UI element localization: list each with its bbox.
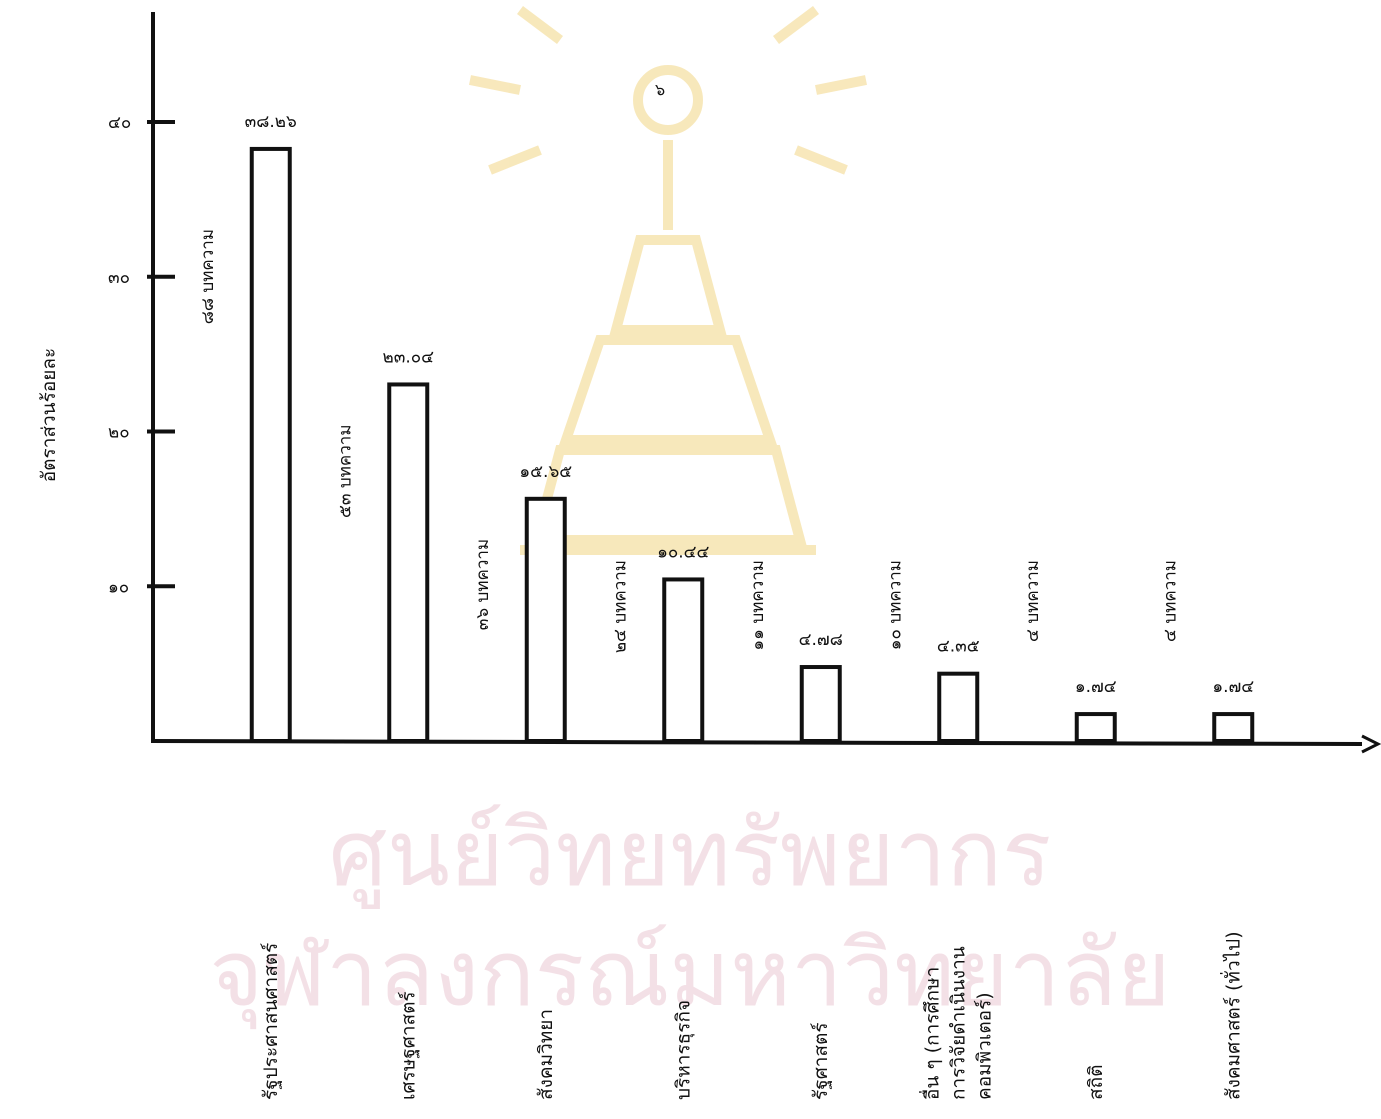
bar-value-label: ๒๓.๐๔ (383, 347, 435, 367)
bar (387, 382, 430, 743)
bar (662, 577, 705, 743)
bar-count-label: ๑๑ บทความ (748, 560, 768, 651)
watermark-line-2: จุฬาลงกรณ์มหาวิทยาลัย (209, 920, 1170, 1030)
bar-value-label: ๓๘.๒๖ (245, 112, 297, 132)
watermark: ศูนย์วิทยทรัพยากร จุฬาลงกรณ์มหาวิทยาลัย (209, 6, 1171, 1030)
bar-value-label: ๔.๓๕ (937, 637, 980, 657)
category-label: เศรษฐศาสตร์ (397, 991, 419, 1100)
bar-value-label: ๑.๗๔ (1075, 677, 1117, 697)
bar-count-label: ๒๔ บทความ (610, 560, 630, 653)
bar-value-label: ๔.๗๘ (799, 630, 843, 650)
y-tick-label: ๓๐ (108, 268, 130, 288)
category-label: สถิติ (1085, 1065, 1107, 1100)
watermark-line-1: ศูนย์วิทยทรัพยากร (329, 800, 1052, 909)
x-axis-arrow-icon (1361, 734, 1381, 754)
category-label: คอมพิวเตอร์) (973, 992, 995, 1100)
bar (1074, 712, 1117, 743)
bar (249, 146, 292, 743)
bar-count-label: ๕๓ บทความ (335, 424, 355, 518)
bar-count-label: ๔ บทความ (1160, 560, 1180, 642)
category-label: บริหารธุรกิจ (672, 1000, 695, 1100)
page-number: ๖ (655, 80, 665, 99)
bar-count-label: ๔ บทความ (1023, 560, 1043, 642)
bar-value-label: ๑.๗๔ (1212, 677, 1254, 697)
bars (249, 146, 1255, 744)
bar (937, 671, 980, 744)
x-axis-line (150, 739, 1363, 746)
bar (524, 496, 567, 743)
y-tick-label: ๒๐ (108, 423, 130, 443)
y-tick-label: ๑๐ (108, 577, 129, 597)
bar-value-label: ๑๐.๔๔ (657, 542, 709, 562)
category-label: รัฐศาสตร์ (810, 1022, 832, 1100)
bar (799, 665, 842, 743)
category-label: สังคมศาสตร์ (ทั่วไป) (1219, 931, 1244, 1100)
y-tick-label: ๔๐ (108, 113, 131, 133)
category-label: รัฐประศาสนศาสตร์ (260, 943, 282, 1100)
category-label: การวิจัยดำเนินงาน (947, 946, 969, 1100)
bar-count-label: ๓๖ บทความ (473, 539, 493, 630)
y-axis-title: อัตราส่วนร้อยละ (38, 348, 60, 482)
bar-value-label: ๑๕.๖๕ (519, 462, 572, 482)
category-labels: รัฐประศาสนศาสตร์ เศรษฐศาสตร์ สังคมวิทยา บริ… (260, 931, 1245, 1100)
bar-count-label: ๑๐ บทความ (885, 560, 905, 650)
category-label: สังคมวิทยา (535, 1009, 557, 1100)
bar (1212, 712, 1255, 743)
y-ticks: ๑๐ ๒๐ ๓๐ ๔๐ (108, 113, 175, 597)
bar-count-label: ๘๘ บทความ (198, 229, 218, 324)
category-label: อื่น ๆ (การศึกษา (918, 967, 943, 1100)
